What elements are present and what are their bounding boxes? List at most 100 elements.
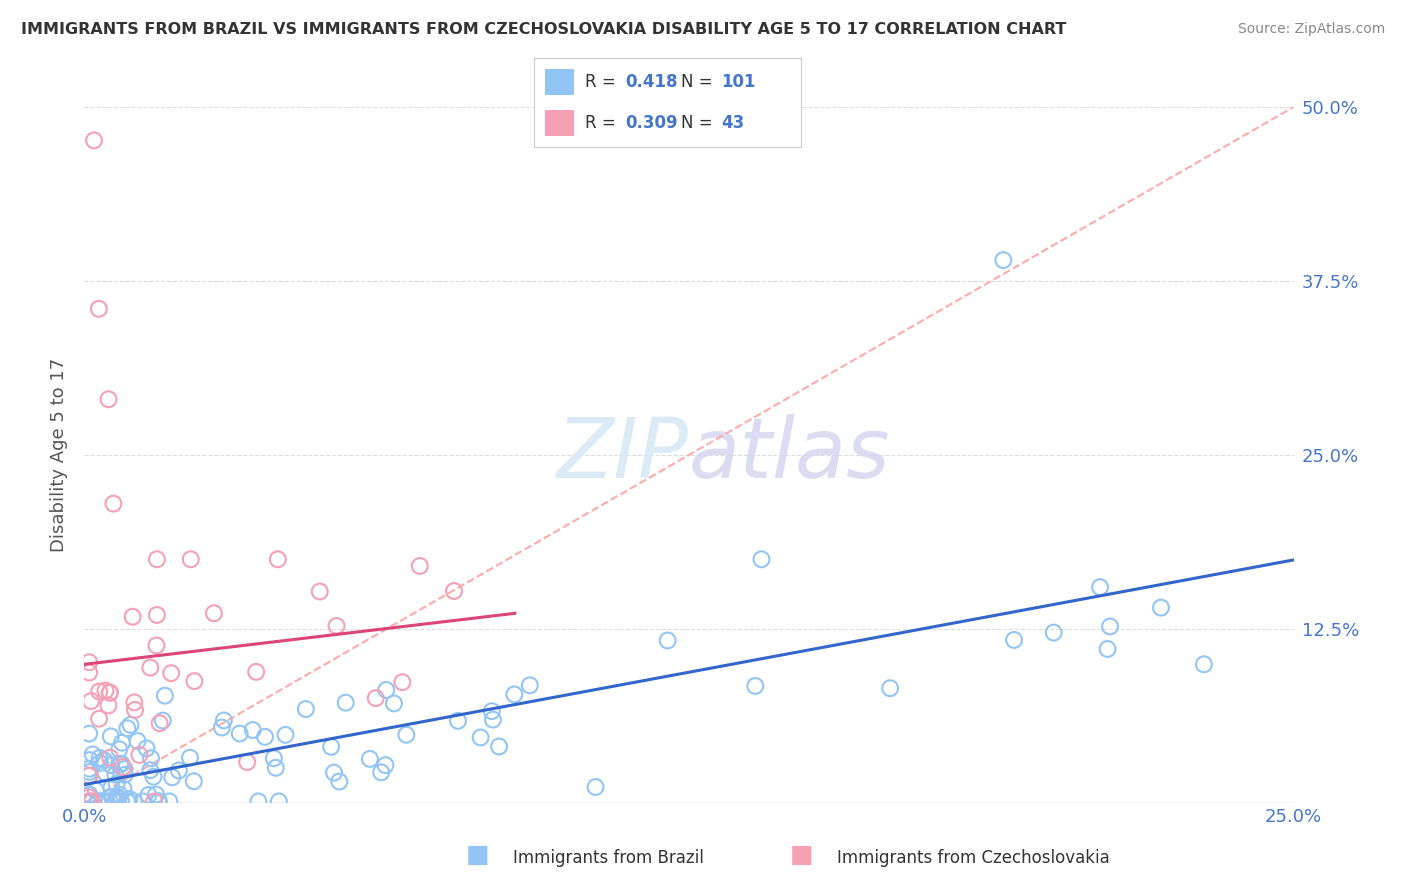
Point — [97, 392, 120, 407]
Point — [267, 794, 290, 808]
Point — [89, 684, 111, 698]
Point — [80, 794, 103, 808]
Point — [325, 619, 347, 633]
Y-axis label: Disability Age 5 to 17: Disability Age 5 to 17 — [51, 358, 69, 552]
Point — [160, 666, 183, 681]
Point — [364, 691, 387, 706]
Point — [1002, 632, 1025, 647]
Point — [120, 718, 142, 732]
Point — [89, 756, 111, 770]
Point — [382, 697, 405, 711]
Text: ZIP: ZIP — [557, 415, 689, 495]
Point — [1099, 619, 1122, 633]
Point — [138, 788, 160, 802]
Point — [87, 712, 110, 726]
Point — [107, 790, 129, 805]
Text: Source: ZipAtlas.com: Source: ZipAtlas.com — [1237, 22, 1385, 37]
Point — [242, 723, 264, 737]
Point — [91, 794, 114, 808]
Point — [87, 301, 110, 316]
Point — [105, 777, 128, 791]
Point — [295, 702, 318, 716]
Point — [370, 765, 392, 780]
Text: 43: 43 — [721, 114, 745, 132]
Point — [100, 758, 122, 772]
Point — [879, 681, 901, 696]
Point — [117, 721, 139, 735]
Point — [122, 794, 145, 808]
Point — [308, 584, 330, 599]
Point — [146, 607, 169, 622]
Text: ■: ■ — [790, 843, 813, 867]
Point — [335, 696, 357, 710]
Point — [146, 794, 169, 808]
Point — [98, 794, 121, 808]
Point — [128, 747, 150, 762]
Point — [139, 660, 162, 674]
Bar — [546, 110, 575, 136]
Point — [180, 552, 202, 566]
Point — [114, 768, 136, 782]
Point — [149, 716, 172, 731]
Point — [657, 633, 679, 648]
Point — [101, 789, 124, 804]
Point — [77, 788, 100, 802]
Point — [114, 762, 136, 776]
Point — [143, 794, 166, 808]
Point — [391, 675, 413, 690]
Point — [110, 794, 132, 808]
Point — [117, 794, 139, 808]
Point — [160, 770, 183, 784]
Point — [1097, 642, 1119, 657]
Point — [274, 728, 297, 742]
Point — [104, 794, 127, 808]
Point — [211, 721, 233, 735]
Point — [105, 789, 128, 804]
Point — [247, 794, 270, 808]
Point — [146, 552, 169, 566]
Point — [98, 686, 121, 700]
Point — [127, 734, 149, 748]
Point — [104, 767, 127, 781]
Point — [94, 766, 117, 780]
Point — [519, 678, 541, 692]
Point — [112, 781, 135, 796]
Point — [108, 742, 131, 756]
Point — [83, 133, 105, 147]
Point — [236, 755, 259, 769]
Point — [124, 703, 146, 717]
Point — [121, 609, 143, 624]
Point — [100, 780, 122, 795]
Point — [124, 695, 146, 709]
Text: R =: R = — [585, 73, 616, 91]
Point — [139, 763, 162, 777]
Text: Immigrants from Brazil: Immigrants from Brazil — [513, 849, 704, 867]
Point — [443, 584, 465, 599]
Point — [77, 665, 100, 680]
Point — [77, 726, 100, 740]
Point — [79, 753, 101, 767]
Point — [86, 794, 108, 808]
Point — [1150, 600, 1173, 615]
Point — [153, 689, 176, 703]
Point — [375, 683, 398, 698]
Point — [1042, 625, 1064, 640]
Point — [77, 769, 100, 783]
Point — [503, 687, 526, 701]
Point — [139, 751, 162, 765]
Point — [157, 794, 180, 808]
Point — [488, 739, 510, 754]
Text: ■: ■ — [467, 843, 489, 867]
Point — [447, 714, 470, 728]
Point — [77, 794, 100, 808]
Point — [183, 774, 205, 789]
Point — [77, 788, 100, 802]
Point — [374, 758, 396, 772]
Point — [481, 704, 503, 718]
Point — [1088, 580, 1111, 594]
Point — [112, 760, 135, 774]
Point — [108, 756, 131, 771]
Point — [108, 788, 131, 802]
Point — [82, 747, 104, 762]
Point — [744, 679, 766, 693]
